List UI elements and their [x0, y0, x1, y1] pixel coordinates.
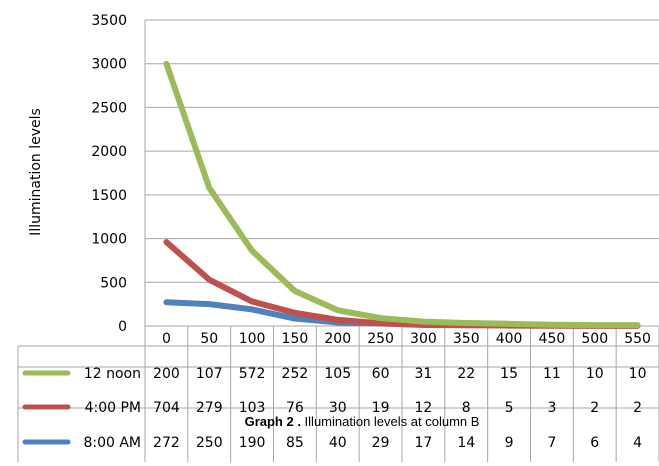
table-value: 572	[239, 366, 266, 382]
x-category-label: 150	[282, 331, 309, 347]
y-axis: 0 500 1000 1500 2000 2500 3000 3500	[91, 13, 146, 335]
table-value: 252	[282, 366, 309, 382]
x-category-label: 100	[239, 331, 266, 347]
x-category-label: 200	[324, 331, 351, 347]
gridlines	[145, 19, 659, 327]
table-value: 14	[457, 435, 475, 451]
table-value: 3	[547, 400, 556, 416]
y-tick-label: 3500	[91, 13, 127, 29]
y-axis-label: Illumination levels	[28, 108, 44, 236]
x-category-label: 550	[624, 331, 651, 347]
y-tick-label: 2500	[91, 100, 127, 116]
caption-bold: Graph 2 .	[245, 414, 301, 429]
series-label: 8:00 AM	[83, 435, 141, 451]
caption-text: Illumination levels at column B	[301, 414, 479, 429]
table-value: 22	[457, 366, 475, 382]
table-value: 19	[372, 400, 390, 416]
table-value: 7	[547, 435, 556, 451]
table-value: 15	[500, 366, 518, 382]
series-label: 12 noon	[84, 366, 141, 382]
chart-caption: Graph 2 . Illumination levels at column …	[245, 414, 480, 429]
y-tick-label: 1500	[91, 188, 127, 204]
x-category-label: 300	[410, 331, 437, 347]
x-category-label: 400	[496, 331, 523, 347]
x-category-label: 500	[581, 331, 608, 347]
y-tick-label: 500	[100, 275, 127, 291]
series-line	[163, 239, 641, 329]
series-label: 4:00 PM	[85, 400, 141, 416]
table-value: 5	[505, 400, 514, 416]
table-value: 40	[329, 435, 347, 451]
table-value: 2	[590, 400, 599, 416]
table-value: 279	[196, 400, 223, 416]
table-value: 2	[633, 400, 642, 416]
table-value: 250	[196, 435, 223, 451]
table-value: 29	[372, 435, 390, 451]
table-value: 704	[153, 400, 180, 416]
table-value: 60	[372, 366, 390, 382]
table-value: 200	[153, 366, 180, 382]
table-value: 103	[239, 400, 266, 416]
table-value: 105	[324, 366, 351, 382]
table-value: 76	[286, 400, 304, 416]
table-value: 4	[633, 435, 642, 451]
y-tick-label: 0	[118, 319, 127, 335]
y-tick-label: 1000	[91, 232, 127, 248]
table-value: 31	[415, 366, 433, 382]
table-value: 85	[286, 435, 304, 451]
x-category-label: 450	[539, 331, 566, 347]
table-value: 10	[586, 366, 604, 382]
table-value: 10	[629, 366, 647, 382]
data-table: 0 50 100 150 200 250 300 350 400 450 500 550 12 noon…	[17, 326, 659, 462]
table-value: 17	[415, 435, 433, 451]
series-lines	[163, 60, 641, 329]
x-category-label: 0	[162, 331, 171, 347]
table-value: 107	[196, 366, 223, 382]
table-value: 12	[415, 400, 433, 416]
table-value: 9	[505, 435, 514, 451]
x-category-label: 50	[200, 331, 218, 347]
table-value: 190	[239, 435, 266, 451]
series-line	[163, 60, 641, 329]
table-value: 272	[153, 435, 180, 451]
table-value: 6	[590, 435, 599, 451]
table-value: 11	[543, 366, 561, 382]
x-category-label: 350	[453, 331, 480, 347]
y-tick-label: 2000	[91, 144, 127, 160]
table-value: 8	[462, 400, 471, 416]
y-tick-label: 3000	[91, 57, 127, 73]
table-value: 30	[329, 400, 347, 416]
x-category-label: 250	[367, 331, 394, 347]
